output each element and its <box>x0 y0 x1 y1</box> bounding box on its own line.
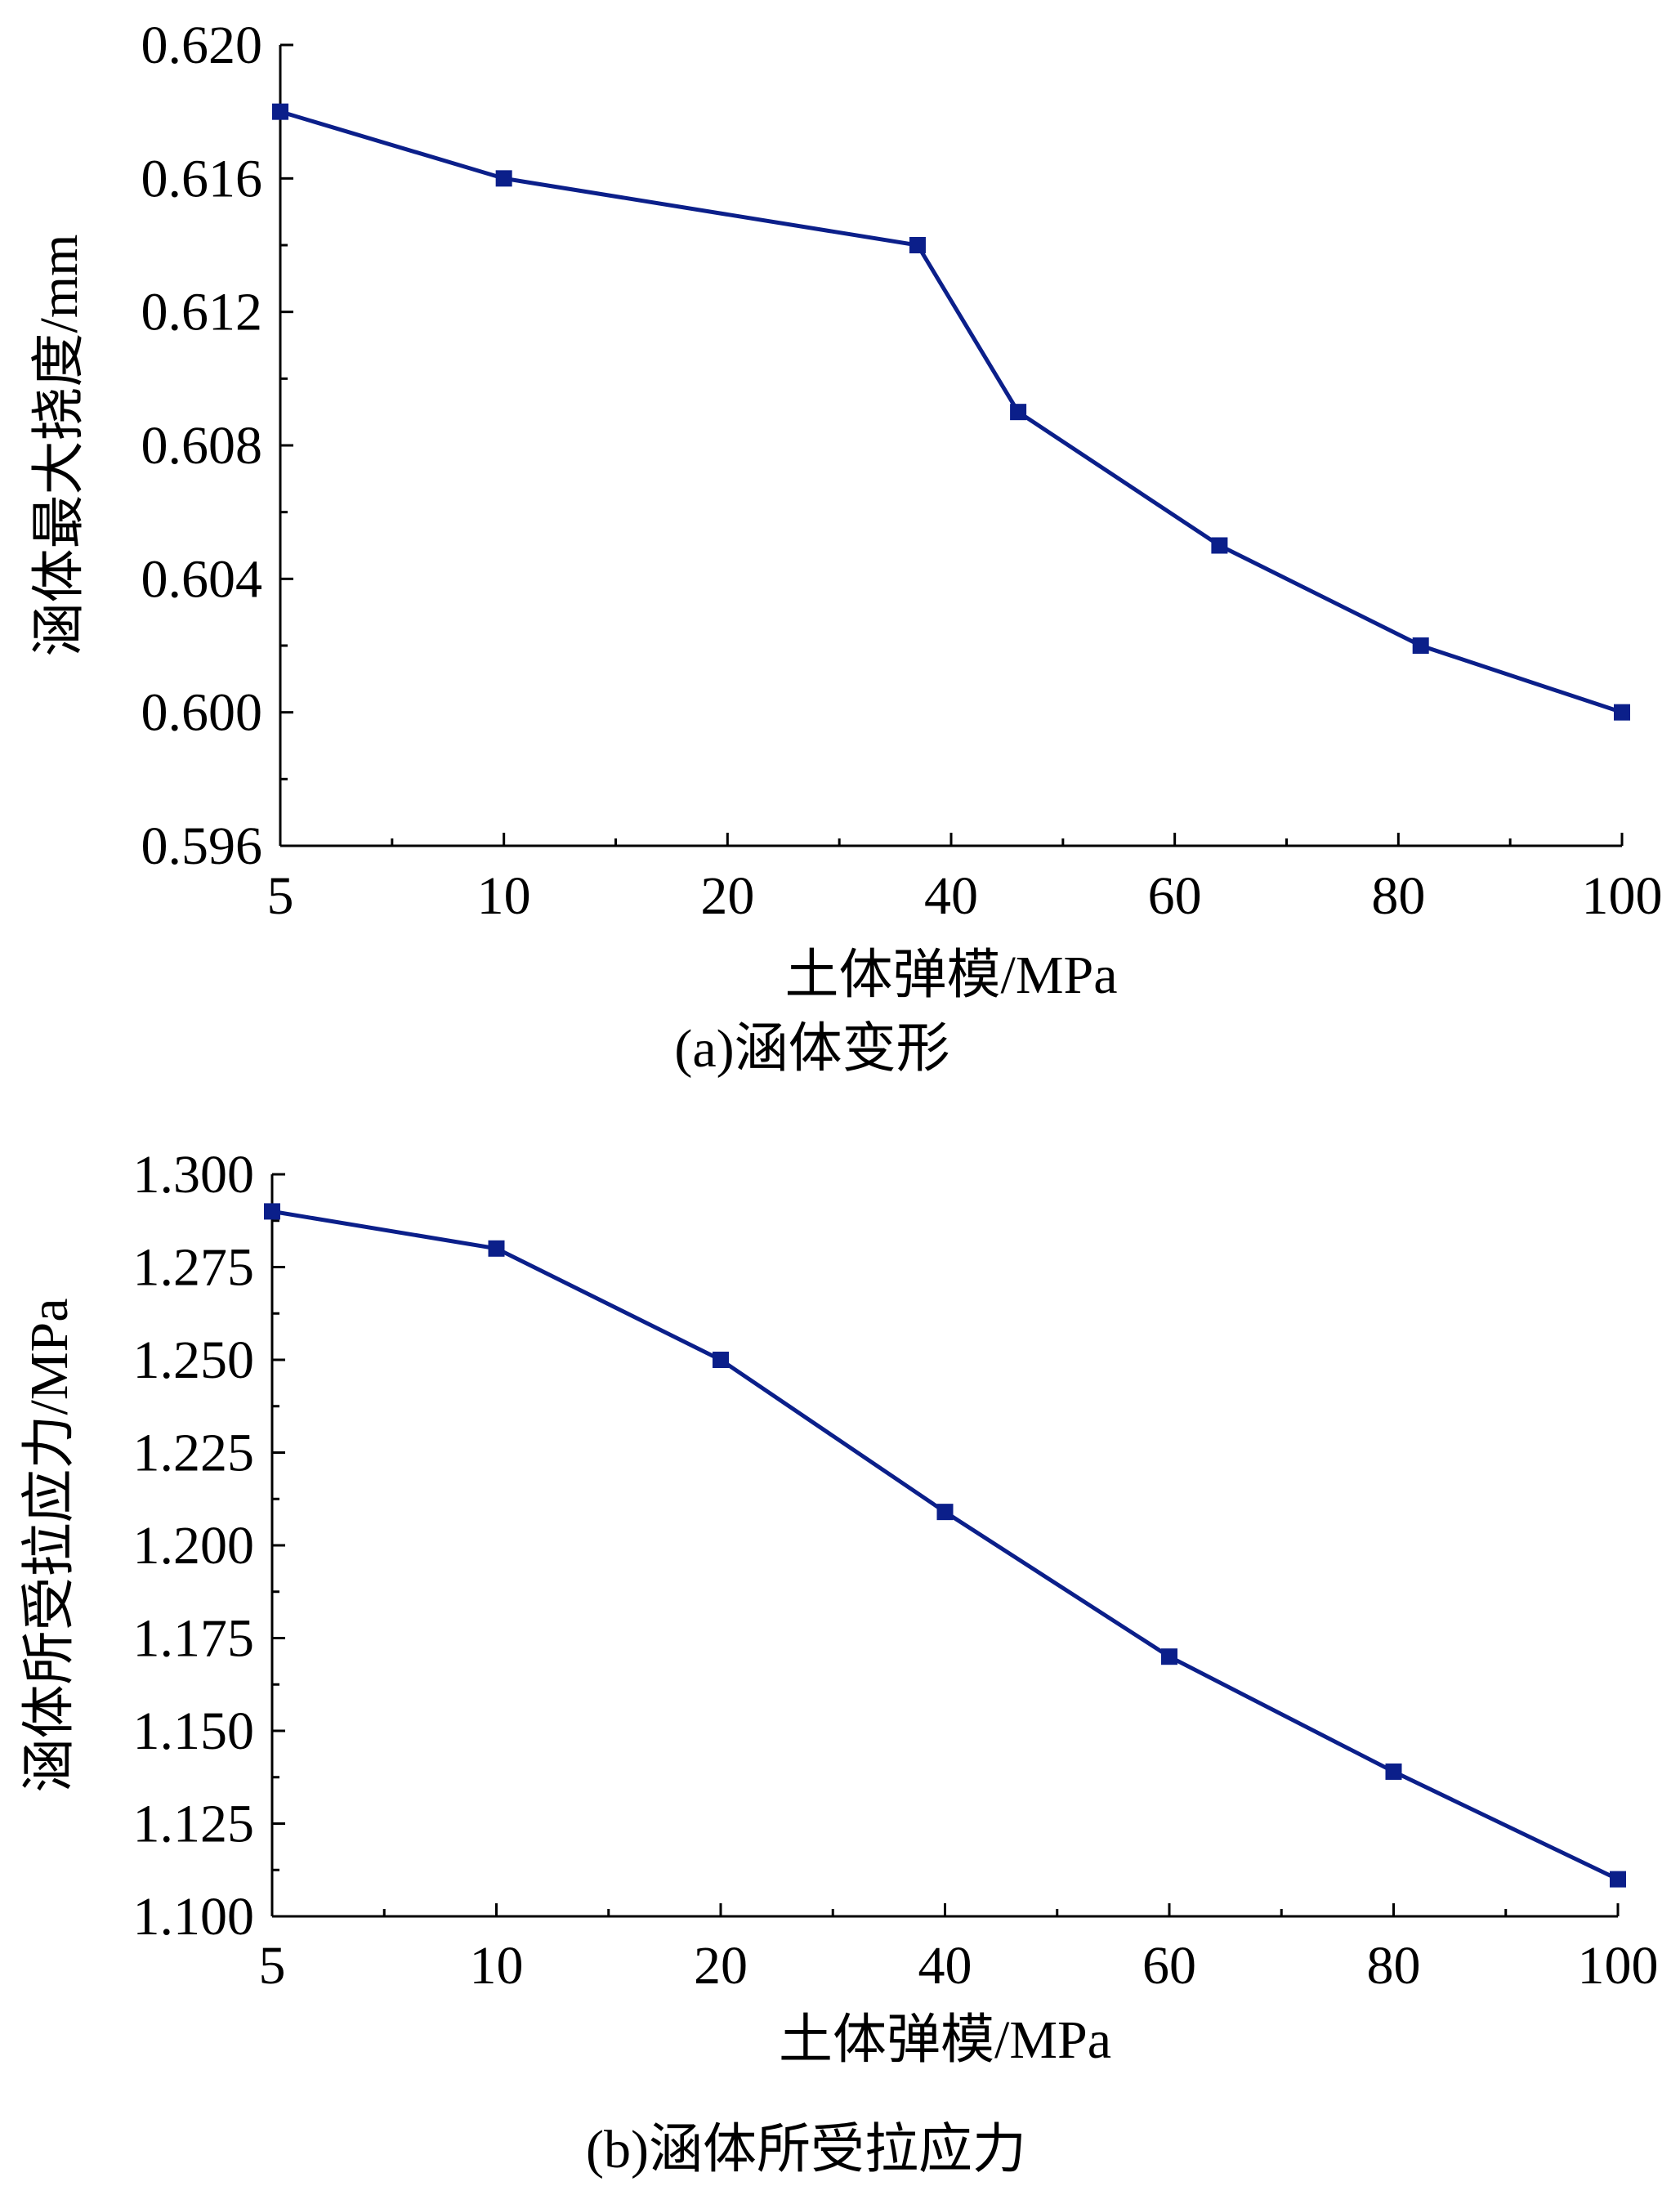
y-axis-title: 涵体最大挠度/mm <box>29 234 89 656</box>
x-tick-label: 5 <box>259 1936 286 1996</box>
x-tick-label: 80 <box>1371 866 1425 926</box>
y-tick-label: 1.100 <box>133 1887 255 1947</box>
y-tick-label: 1.225 <box>133 1424 255 1483</box>
y-tick-label: 1.200 <box>133 1516 255 1576</box>
data-point-marker <box>1614 704 1630 721</box>
figure-caption: (b)涵体所受拉应力 <box>586 2120 1026 2179</box>
y-tick-label: 0.596 <box>141 816 263 876</box>
data-point-marker <box>936 1504 954 1521</box>
y-tick-label: 0.600 <box>141 683 263 743</box>
x-axis-title: 土体弹模/MPa <box>784 946 1117 1005</box>
data-point-marker <box>488 1240 505 1257</box>
data-point-marker <box>272 103 288 120</box>
chart-a: 0.596 0.600 0.604 0.608 0.612 0.616 0.620 5 10 20… <box>29 16 1663 1079</box>
x-tick-label: 60 <box>1148 866 1202 926</box>
data-point-marker <box>1010 404 1027 421</box>
data-point-marker <box>1385 1763 1402 1780</box>
y-tick-label: 1.150 <box>133 1701 255 1761</box>
y-tick-label: 1.175 <box>133 1609 255 1669</box>
data-point-marker <box>1161 1648 1177 1665</box>
x-tick-label: 10 <box>470 1936 524 1996</box>
data-point-marker <box>1610 1871 1626 1888</box>
data-point-marker <box>713 1352 729 1368</box>
y-tick-label: 0.608 <box>141 416 263 476</box>
data-point-marker <box>264 1203 280 1220</box>
y-tick-label: 1.125 <box>133 1795 255 1854</box>
y-tick-label: 1.275 <box>133 1238 255 1298</box>
data-point-marker <box>1412 637 1429 654</box>
data-point-marker <box>495 170 512 187</box>
series-line <box>271 1209 1620 1881</box>
x-tick-label: 20 <box>700 866 754 926</box>
x-axis-title: 土体弹模/MPa <box>779 2010 1111 2070</box>
x-tick-label: 80 <box>1367 1936 1421 1996</box>
x-tick-label: 5 <box>267 866 294 926</box>
x-tick-label: 60 <box>1142 1936 1196 1996</box>
chart-b: 1.100 1.125 1.150 1.175 1.200 1.225 1.250 1.275… <box>20 1145 1659 2179</box>
y-tick-label: 0.604 <box>141 549 263 609</box>
x-tick-label: 40 <box>924 866 978 926</box>
y-tick-label: 0.620 <box>141 16 263 75</box>
x-tick-label: 40 <box>918 1936 972 1996</box>
y-tick-label: 1.250 <box>133 1330 255 1390</box>
y-tick-label: 0.612 <box>141 283 263 342</box>
data-point-marker <box>1211 537 1228 554</box>
y-tick-label: 1.300 <box>133 1145 255 1205</box>
series-line <box>279 110 1623 715</box>
y-axis-title: 涵体所受拉应力/MPa <box>20 1298 79 1792</box>
x-tick-label: 100 <box>1582 866 1663 926</box>
x-tick-label: 10 <box>477 866 531 926</box>
y-tick-label: 0.616 <box>141 149 263 208</box>
figure-caption: (a)涵体变形 <box>674 1019 949 1079</box>
x-tick-label: 100 <box>1578 1936 1659 1996</box>
data-point-marker <box>909 237 926 253</box>
x-tick-label: 20 <box>694 1936 748 1996</box>
